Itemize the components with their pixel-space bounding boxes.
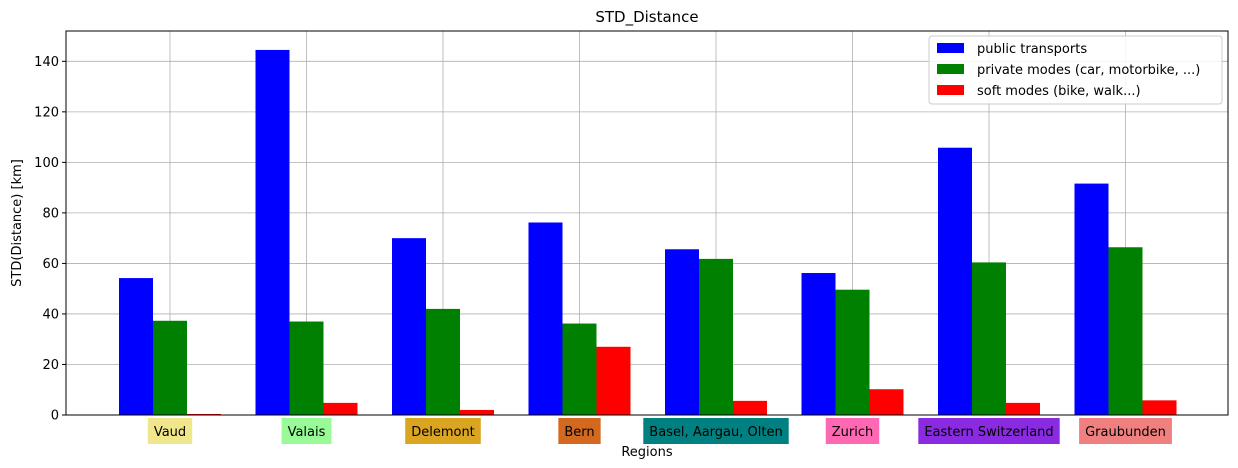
- bar-7-series-3: [1006, 402, 1040, 415]
- bar-1-series-2: [153, 320, 187, 415]
- category-label-text: Valais: [288, 425, 326, 440]
- category-label-8: Graubunden: [1079, 418, 1172, 444]
- category-label-4: Bern: [558, 418, 601, 444]
- category-label-box: [147, 418, 193, 444]
- y-tick-label: 0: [51, 409, 59, 424]
- legend-swatch-3: [937, 85, 964, 95]
- category-label-2: Valais: [281, 418, 332, 444]
- bar-6-series-2: [835, 289, 870, 415]
- y-tick-label: 20: [42, 358, 59, 373]
- category-label-text: Zurich: [832, 425, 874, 440]
- legend: public transports private modes (car, mot…: [928, 35, 1223, 105]
- category-label-box: [825, 418, 880, 444]
- category-label-text: Basel, Aargau, Olten: [649, 425, 782, 440]
- legend-label-3: soft modes (bike, walk...): [977, 84, 1141, 99]
- y-tick-label: 40: [42, 307, 59, 322]
- y-tick-label: 60: [42, 257, 59, 272]
- bar-4-series-3: [596, 346, 631, 415]
- bar-3-series-3: [460, 409, 494, 415]
- category-label-6: Zurich: [825, 418, 880, 444]
- bar-2-series-3: [323, 402, 358, 415]
- bar-6-series-1: [801, 273, 836, 415]
- y-tick-label: 80: [42, 206, 59, 221]
- y-tick-label: 100: [34, 156, 59, 171]
- bar-2-series-2: [289, 321, 324, 415]
- x-axis-label: Regions: [621, 445, 673, 460]
- y-tick-label: 140: [34, 55, 59, 70]
- x-axis-category-labels: Vaud Valais Delemont Bern Basel, Aargau, Olt…: [147, 418, 1172, 444]
- category-label-box: [1079, 418, 1172, 444]
- legend-swatch-2: [937, 64, 964, 74]
- y-axis: 0 20 40 60 80 100 120 140: [34, 55, 66, 424]
- bar-5-series-2: [699, 258, 733, 415]
- bar-1-series-1: [119, 278, 153, 415]
- category-label-text: Bern: [564, 425, 594, 440]
- legend-label-2: private modes (car, motorbike, ...): [977, 63, 1200, 78]
- category-label-1: Vaud: [147, 418, 193, 444]
- category-label-5: Basel, Aargau, Olten: [643, 418, 789, 444]
- bar-8-series-2: [1108, 247, 1143, 415]
- bar-7-series-1: [938, 147, 972, 415]
- bar-8-series-1: [1074, 183, 1109, 415]
- bar-3-series-2: [426, 308, 460, 415]
- category-label-text: Vaud: [154, 425, 186, 440]
- category-label-box: [918, 418, 1060, 444]
- bar-5-series-3: [733, 400, 767, 415]
- category-label-text: Graubunden: [1085, 425, 1166, 440]
- bar-7-series-2: [972, 262, 1006, 415]
- bar-5-series-1: [665, 249, 699, 415]
- bars-layer: [119, 49, 1177, 416]
- bar-3-series-1: [392, 238, 426, 415]
- bar-4-series-2: [562, 323, 597, 415]
- category-label-7: Eastern Switzerland: [918, 418, 1060, 444]
- category-label-text: Delemont: [411, 425, 475, 440]
- plot-frame: [65, 30, 1229, 416]
- category-label-box: [643, 418, 789, 444]
- bar-8-series-3: [1142, 400, 1177, 415]
- category-label-box: [558, 418, 601, 444]
- bar-4-series-1: [528, 222, 563, 415]
- y-tick-label: 120: [34, 105, 59, 120]
- bar-2-series-1: [255, 49, 290, 416]
- legend-swatch-1: [937, 43, 964, 53]
- legend-label-1: public transports: [977, 42, 1087, 57]
- y-axis-label: STD(Distance) [km]: [10, 159, 25, 287]
- chart-title: STD_Distance: [595, 8, 698, 27]
- bar-6-series-3: [869, 389, 904, 415]
- legend-box: [928, 35, 1223, 105]
- bar-1-series-3: [187, 413, 221, 415]
- category-label-text: Eastern Switzerland: [924, 425, 1053, 440]
- category-label-3: Delemont: [405, 418, 481, 444]
- category-label-box: [405, 418, 481, 444]
- category-label-box: [281, 418, 332, 444]
